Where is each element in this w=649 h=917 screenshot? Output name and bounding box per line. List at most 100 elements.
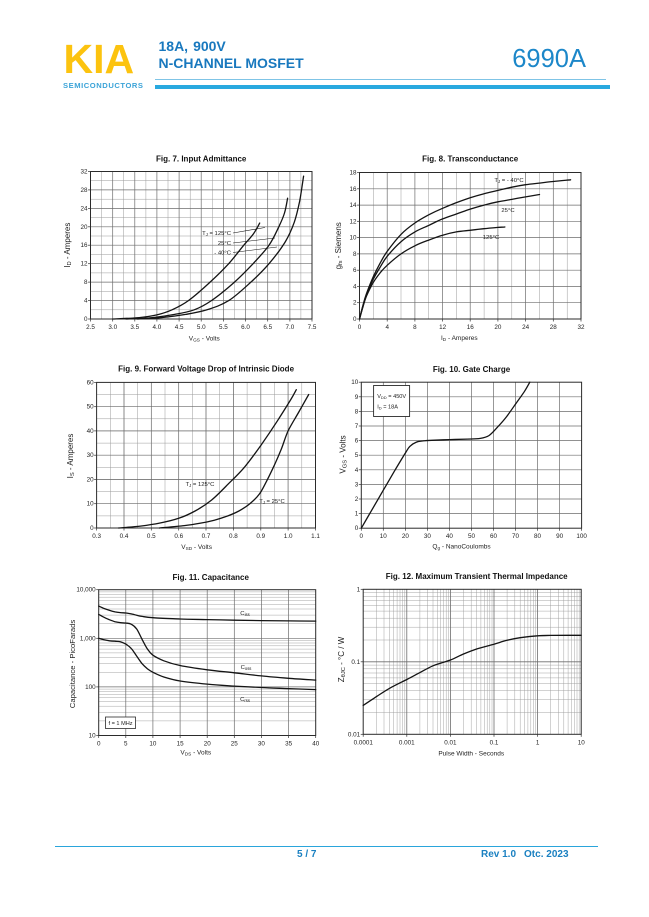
svg-text:0.01: 0.01	[444, 739, 457, 746]
svg-text:32: 32	[577, 324, 585, 331]
svg-text:gfs - Siemens: gfs - Siemens	[334, 222, 344, 269]
svg-text:3.5: 3.5	[130, 324, 139, 331]
svg-text:10: 10	[349, 235, 357, 242]
svg-text:5: 5	[124, 741, 128, 748]
svg-text:2.5: 2.5	[86, 324, 95, 331]
svg-text:20: 20	[204, 741, 212, 748]
svg-text:25°C: 25°C	[218, 241, 232, 247]
svg-text:12: 12	[80, 261, 88, 268]
svg-text:1: 1	[357, 586, 361, 593]
svg-text:4: 4	[84, 298, 88, 305]
svg-text:Fig. 10. Gate Charge: Fig. 10. Gate Charge	[433, 365, 511, 374]
svg-text:30: 30	[87, 452, 95, 459]
svg-text:16: 16	[467, 324, 475, 331]
svg-text:1.1: 1.1	[311, 533, 320, 540]
svg-text:1,000: 1,000	[80, 635, 96, 642]
svg-text:30: 30	[258, 741, 266, 748]
svg-text:1: 1	[355, 511, 359, 518]
svg-text:7.5: 7.5	[308, 324, 317, 331]
svg-text:20: 20	[402, 533, 410, 540]
svg-text:40: 40	[312, 741, 320, 748]
svg-text:90: 90	[556, 533, 564, 540]
svg-text:4: 4	[353, 283, 357, 290]
svg-text:0: 0	[360, 533, 364, 540]
svg-text:f = 1 MHz: f = 1 MHz	[109, 721, 133, 727]
svg-text:10: 10	[380, 533, 388, 540]
svg-text:4.5: 4.5	[175, 324, 184, 331]
svg-text:16: 16	[80, 242, 88, 249]
svg-text:10: 10	[89, 733, 97, 740]
svg-text:ZθJC - °C / W: ZθJC - °C / W	[337, 636, 347, 682]
svg-text:8: 8	[84, 279, 88, 286]
svg-text:5.5: 5.5	[219, 324, 228, 331]
svg-text:10,000: 10,000	[76, 587, 96, 594]
svg-text:28: 28	[80, 187, 88, 194]
svg-text:18: 18	[349, 170, 357, 177]
svg-text:6.5: 6.5	[263, 324, 272, 331]
svg-text:0.3: 0.3	[92, 533, 101, 540]
svg-text:- 40°C: - 40°C	[214, 251, 232, 257]
svg-text:Ciss: Ciss	[240, 611, 249, 617]
svg-text:ID - Amperes: ID - Amperes	[63, 223, 73, 268]
svg-text:6: 6	[353, 267, 357, 274]
svg-text:10: 10	[149, 741, 157, 748]
svg-text:VDD = 450V: VDD = 450V	[377, 394, 406, 400]
svg-text:TJ = - 40°C: TJ = - 40°C	[494, 178, 524, 184]
svg-text:ID = 18A: ID = 18A	[377, 405, 398, 411]
svg-text:60: 60	[87, 379, 95, 386]
svg-text:0.1: 0.1	[490, 739, 499, 746]
svg-text:25°C: 25°C	[501, 208, 515, 214]
svg-text:24: 24	[522, 324, 530, 331]
svg-text:TJ = 125°C: TJ = 125°C	[186, 482, 216, 488]
svg-text:0.4: 0.4	[120, 533, 129, 540]
svg-text:TJ = 25°C: TJ = 25°C	[259, 499, 285, 505]
svg-text:20: 20	[87, 477, 95, 484]
svg-text:15: 15	[177, 741, 185, 748]
svg-text:1.0: 1.0	[284, 533, 293, 540]
svg-text:Fig. 9. Forward Voltage Drop o: Fig. 9. Forward Voltage Drop of Intrinsi…	[118, 365, 294, 374]
svg-text:0.0001: 0.0001	[354, 739, 374, 746]
svg-text:40: 40	[446, 533, 454, 540]
svg-text:2: 2	[355, 496, 359, 503]
svg-text:4.0: 4.0	[153, 324, 162, 331]
svg-text:0: 0	[84, 316, 88, 323]
svg-text:2: 2	[353, 300, 357, 307]
svg-text:6: 6	[355, 438, 359, 445]
svg-text:VSD - Volts: VSD - Volts	[181, 544, 212, 551]
svg-text:Capacitance - PicoFarads: Capacitance - PicoFarads	[68, 620, 77, 709]
svg-text:100: 100	[85, 684, 96, 691]
svg-text:7: 7	[355, 423, 359, 430]
svg-text:30: 30	[424, 533, 432, 540]
svg-text:20: 20	[80, 224, 88, 231]
svg-text:IS - Amperes: IS - Amperes	[66, 434, 76, 479]
svg-text:Fig. 12. Maximum Transient The: Fig. 12. Maximum Transient Thermal Imped…	[386, 572, 568, 581]
svg-text:Fig. 7. Input Admittance: Fig. 7. Input Admittance	[156, 155, 247, 164]
svg-text:0.1: 0.1	[351, 659, 360, 666]
svg-text:50: 50	[468, 533, 476, 540]
svg-text:0: 0	[97, 741, 101, 748]
svg-text:ID - Amperes: ID - Amperes	[441, 335, 478, 342]
svg-text:40: 40	[87, 428, 95, 435]
svg-text:8: 8	[413, 324, 417, 331]
svg-text:25: 25	[231, 741, 239, 748]
svg-text:3: 3	[355, 481, 359, 488]
svg-text:Coss: Coss	[241, 665, 252, 671]
svg-text:6.0: 6.0	[241, 324, 250, 331]
svg-text:24: 24	[80, 205, 88, 212]
svg-text:VDS - Volts: VDS - Volts	[180, 750, 211, 757]
svg-text:50: 50	[87, 404, 95, 411]
svg-text:Fig. 8. Transconductance: Fig. 8. Transconductance	[422, 155, 519, 164]
svg-text:20: 20	[494, 324, 502, 331]
svg-text:7.0: 7.0	[286, 324, 295, 331]
svg-text:0.01: 0.01	[348, 731, 361, 738]
svg-text:12: 12	[349, 218, 357, 225]
svg-text:16: 16	[349, 186, 357, 193]
svg-text:0.7: 0.7	[202, 533, 211, 540]
svg-text:Fig. 11. Capacitance: Fig. 11. Capacitance	[172, 573, 249, 582]
svg-text:1: 1	[536, 739, 540, 746]
svg-text:125°C: 125°C	[483, 235, 500, 241]
svg-text:80: 80	[534, 533, 542, 540]
svg-text:Crss: Crss	[240, 697, 250, 703]
svg-text:10: 10	[351, 379, 359, 386]
svg-text:70: 70	[512, 533, 520, 540]
